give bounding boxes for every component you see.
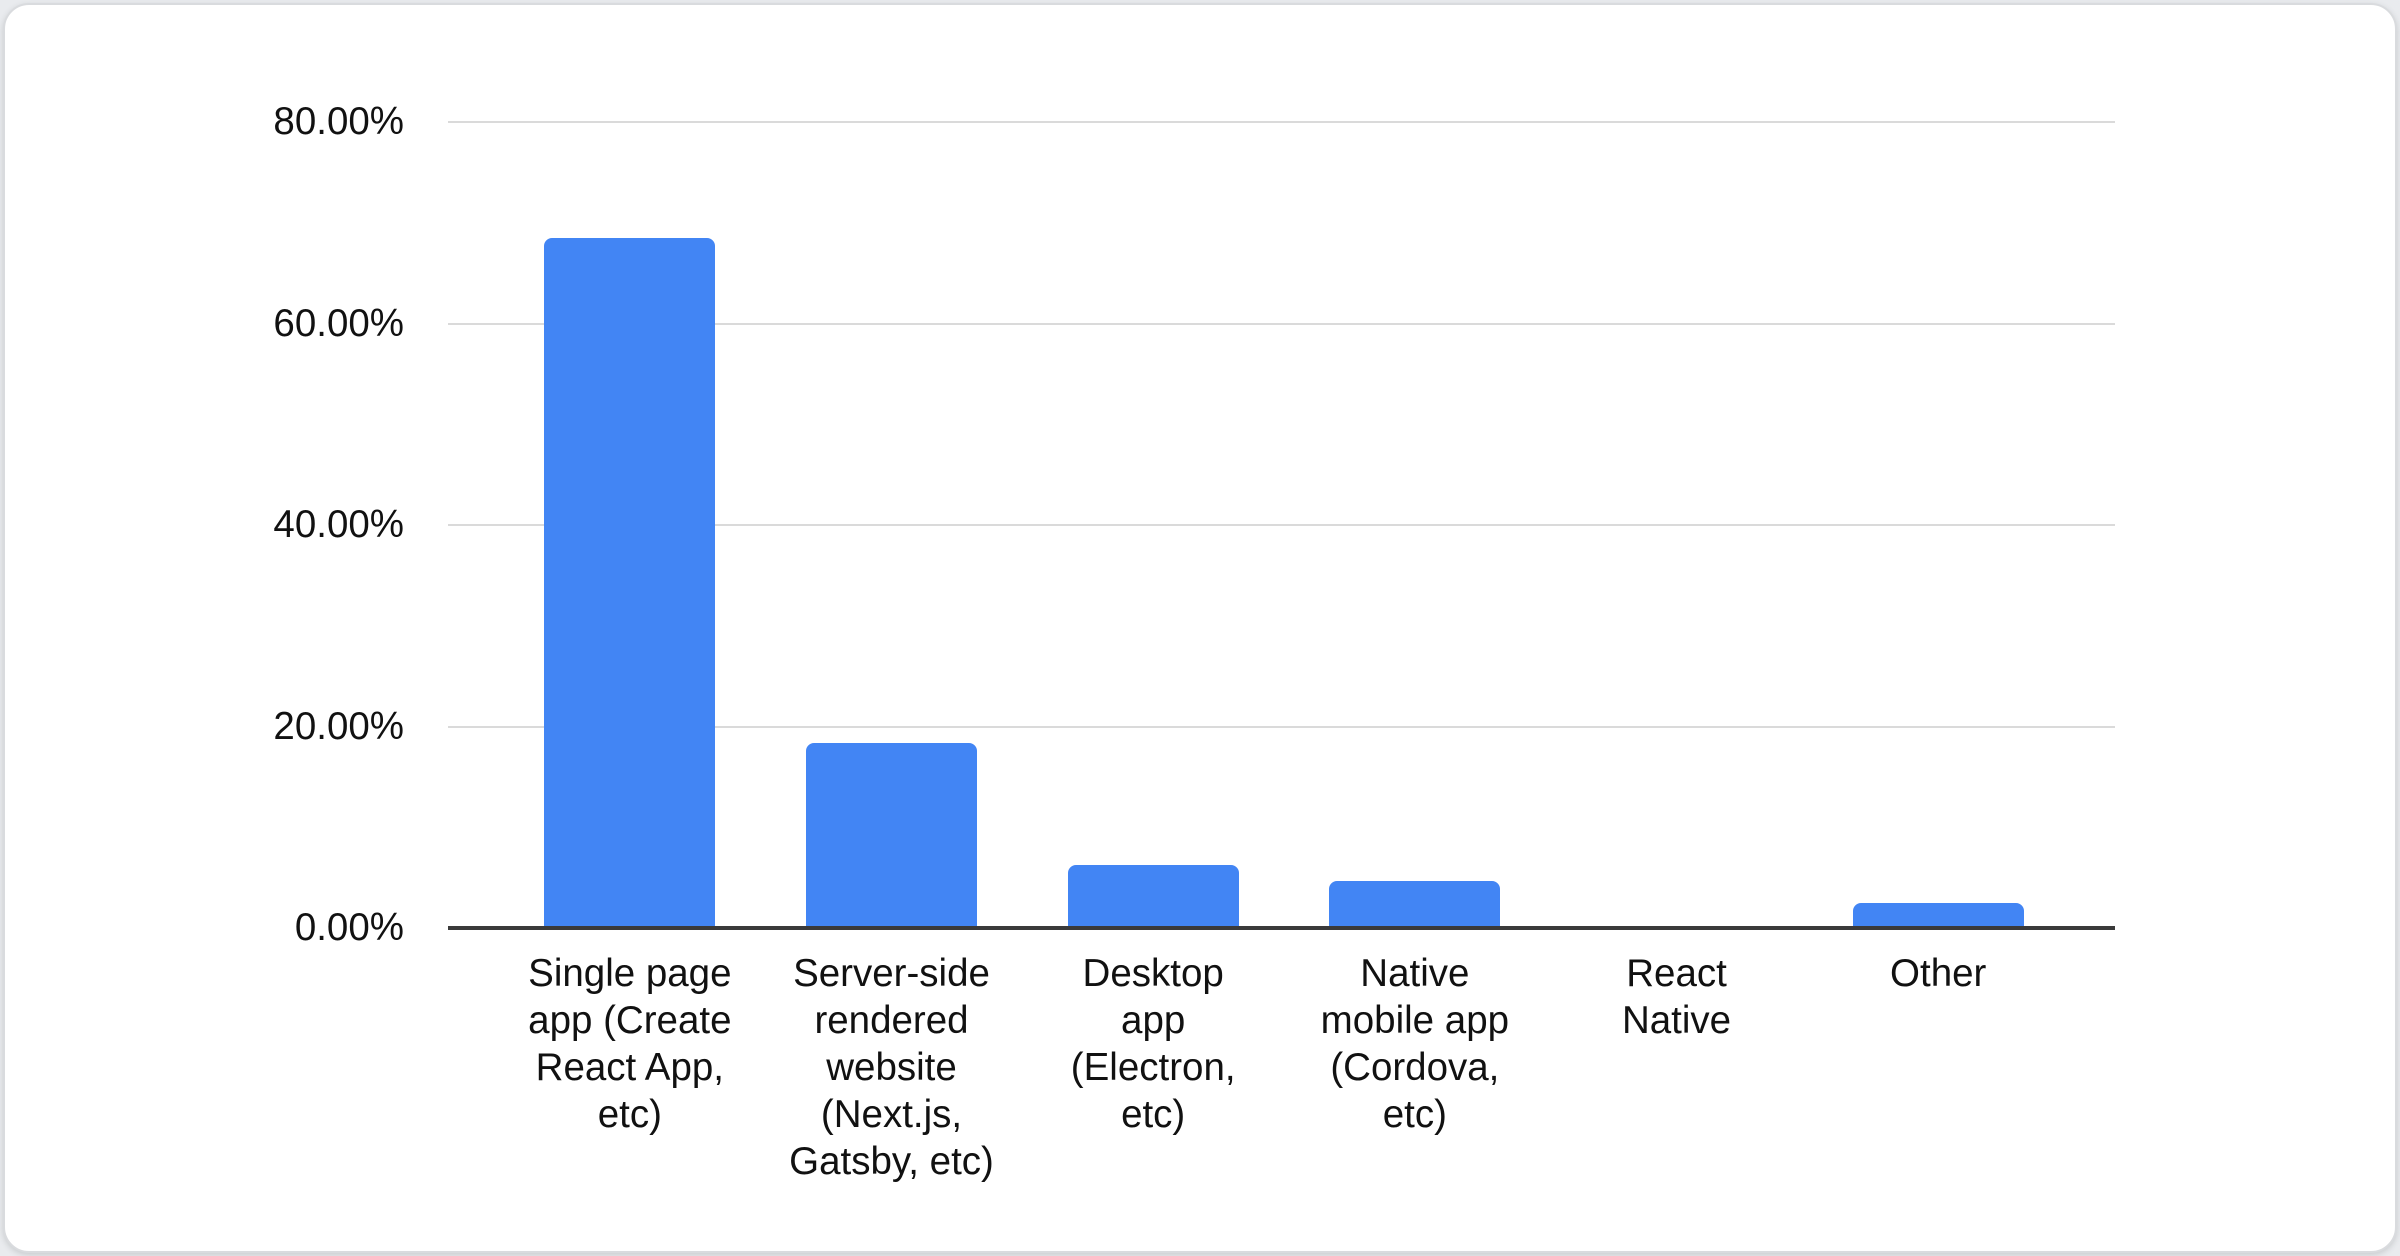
gridline (448, 322, 2115, 325)
bar-band (761, 122, 1023, 928)
bar-chart: 80.00% 60.00% 40.00% 20.00% 0.00% Single pag… (5, 5, 2395, 1251)
x-axis-label: React Native (1546, 950, 1808, 1185)
x-axis: Single page app (Create React App, etc) Serv… (448, 950, 2115, 1185)
y-axis-tick-label: 80.00% (273, 100, 404, 143)
x-axis-label-line: Desktop (1082, 952, 1224, 995)
y-axis-tick-label: 40.00% (273, 503, 404, 546)
bar-band (499, 122, 761, 928)
x-axis-label-line: Single page (528, 952, 732, 995)
x-axis-label: Desktop app (Electron, etc) (1022, 950, 1284, 1185)
x-axis-label-line: Native (1621, 999, 1732, 1042)
x-axis-line (448, 926, 2115, 930)
chart-card: 80.00% 60.00% 40.00% 20.00% 0.00% Single pag… (3, 3, 2397, 1253)
x-axis-label: Native mobile app (Cordova, etc) (1284, 950, 1546, 1185)
bar-band (1807, 122, 2069, 928)
plot-area (448, 121, 2115, 930)
gridline (448, 725, 2115, 728)
x-axis-label-line: React App, (535, 1046, 725, 1089)
x-axis-label-line: (Cordova, (1330, 1046, 1500, 1089)
x-axis-label-line: etc) (1121, 1093, 1186, 1136)
x-axis-label: Other (1807, 950, 2069, 1185)
x-axis-label-line: Native (1360, 952, 1470, 995)
x-axis-label-line: etc) (1382, 1093, 1447, 1136)
x-axis-label-line: Gatsby, etc) (789, 1140, 994, 1183)
x-axis-label: Single page app (Create React App, etc) (499, 950, 761, 1185)
gridline (448, 524, 2115, 526)
bars-group (448, 122, 2115, 928)
bar-band (1284, 122, 1546, 928)
x-axis-label-line: app (1121, 999, 1186, 1042)
x-axis-label-line: (Next.js, (820, 1093, 963, 1136)
x-axis-label-line: website (826, 1046, 957, 1089)
y-axis-tick-label: 0.00% (294, 906, 404, 949)
bar[interactable] (1329, 880, 1501, 928)
bar[interactable] (806, 742, 977, 928)
x-axis-label-line: (Electron, (1070, 1046, 1236, 1089)
y-axis-tick-label: 60.00% (273, 301, 404, 345)
x-axis-label-line: app (Create (528, 999, 732, 1042)
bar-band (1546, 122, 1808, 928)
bar[interactable] (544, 237, 716, 928)
bar-band (1022, 122, 1284, 928)
bar[interactable] (1852, 902, 2024, 928)
x-axis-label-line: Other (1890, 952, 1987, 995)
x-axis-label-line: Server-side (793, 952, 990, 995)
y-axis-tick-label: 20.00% (273, 704, 404, 748)
x-axis-label-line: mobile app (1320, 999, 1510, 1042)
bar[interactable] (1067, 864, 1239, 928)
x-axis-label-line: React (1626, 952, 1727, 995)
x-axis-label-line: rendered (814, 999, 969, 1042)
gridline (448, 121, 2115, 123)
x-axis-label-line: etc) (597, 1093, 662, 1136)
x-axis-label: Server-side rendered website (Next.js, Gatsb… (761, 950, 1023, 1185)
y-axis: 80.00% 60.00% 40.00% 20.00% 0.00% (5, 100, 426, 949)
